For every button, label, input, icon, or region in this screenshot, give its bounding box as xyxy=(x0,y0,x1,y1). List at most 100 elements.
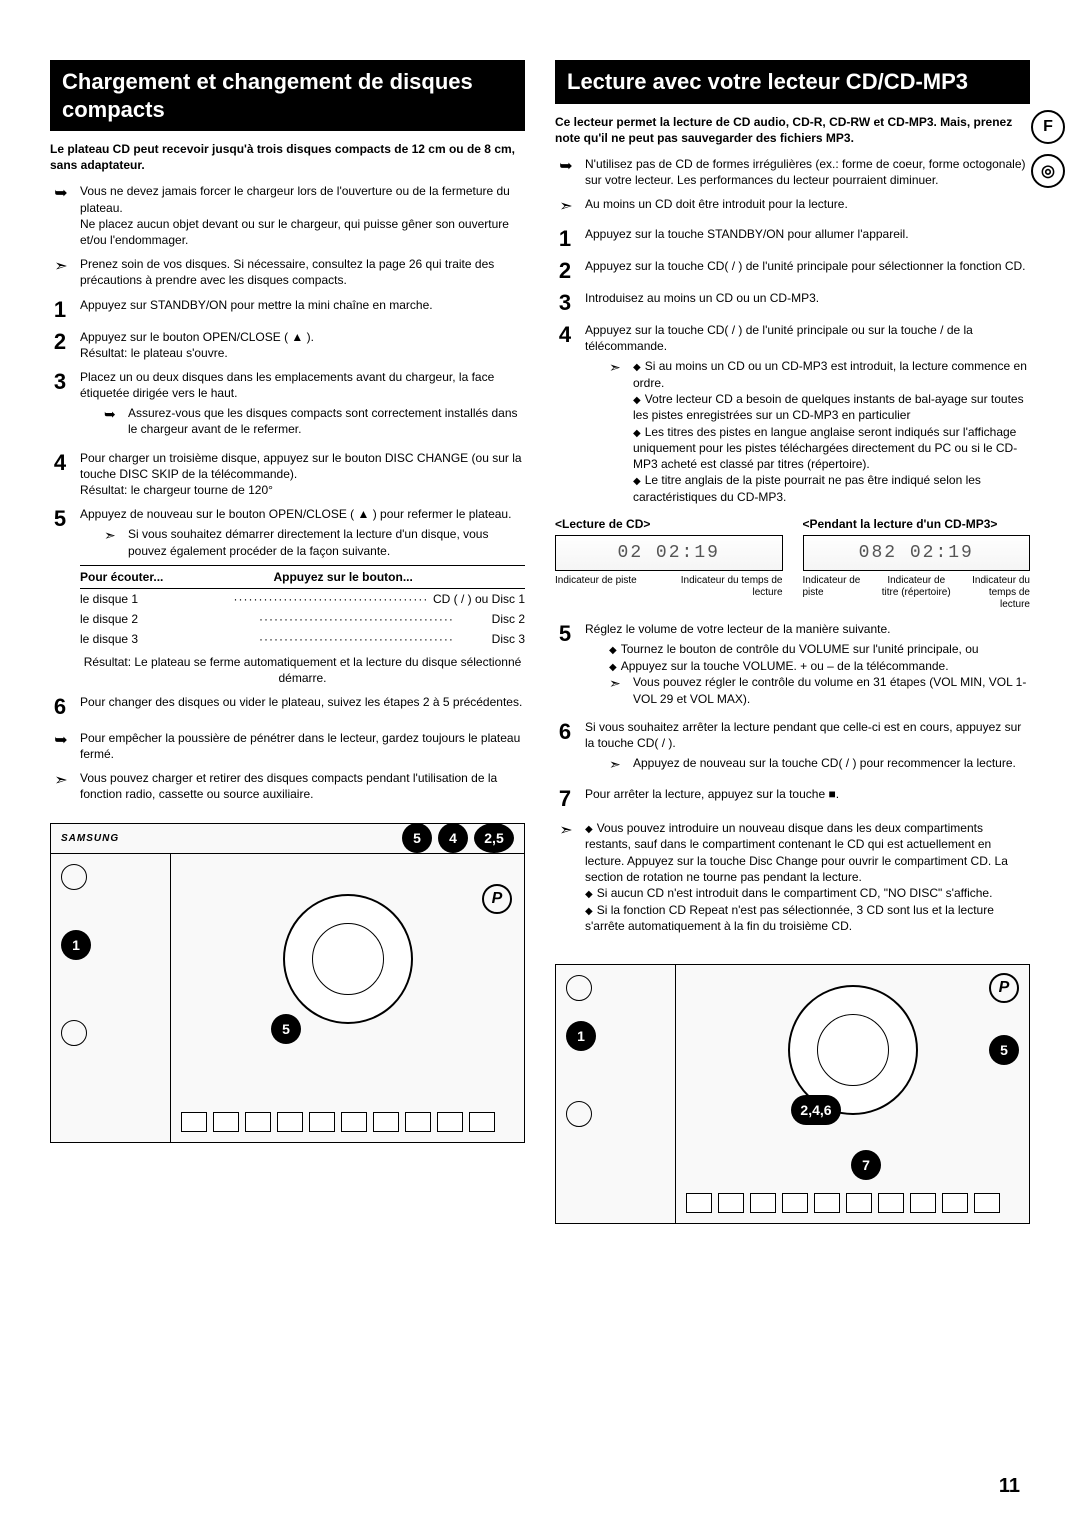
step: 3 Placez un ou deux disques dans les emp… xyxy=(50,369,525,442)
sub-note: ➣ Appuyez de nouveau sur la touche CD( /… xyxy=(609,755,1030,774)
step-body: Appuyez sur le bouton OPEN/CLOSE ( ▲ ). … xyxy=(80,329,525,361)
arrow-icon: ➣ xyxy=(104,526,122,545)
sub-note: ➣ Si vous souhaitez démarrer directement… xyxy=(104,526,525,558)
right-column: Lecture avec votre lecteur CD/CD-MP3 Ce … xyxy=(555,60,1030,1224)
diamond-item: Votre lecteur CD a besoin de quelques in… xyxy=(633,391,1030,424)
sub-text: Appuyez de nouveau sur la touche CD( / )… xyxy=(633,755,1016,771)
lcd-label: Indicateur de piste xyxy=(555,575,666,599)
td: le disque 2 xyxy=(80,611,259,627)
side-icon: ◎ xyxy=(1031,154,1065,188)
step-body: Appuyez de nouveau sur le bouton OPEN/CL… xyxy=(80,506,525,686)
pointer-icon: ➥ xyxy=(50,730,72,752)
lcd-label: Indicateur de titre (répertoire) xyxy=(880,575,952,611)
left-heading: Chargement et changement de disques comp… xyxy=(50,60,525,131)
brand-label: SAMSUNG xyxy=(61,833,119,844)
step-body: Si vous souhaitez arrêter la lecture pen… xyxy=(585,719,1030,778)
note-text: N'utilisez pas de CD de formes irréguliè… xyxy=(585,156,1030,188)
pointer-icon: ➥ xyxy=(104,405,122,424)
p-badge: P xyxy=(989,973,1019,1003)
td: CD ( / ) ou Disc 1 xyxy=(433,591,525,607)
td: Disc 3 xyxy=(492,631,525,647)
table-row: le disque 2 ····························… xyxy=(80,609,525,629)
diamond-item: Si aucun CD n'est introduit dans le comp… xyxy=(585,885,1030,902)
callout-bubble: 1 xyxy=(61,930,91,960)
diamond-item: Tournez le bouton de contrôle du VOLUME … xyxy=(609,641,1030,658)
diamond-item: Le titre anglais de la piste pourrait ne… xyxy=(633,472,1030,505)
sub-text: Assurez-vous que les disques compacts so… xyxy=(128,405,525,437)
step-body: Pour arrêter la lecture, appuyez sur la … xyxy=(585,786,1030,802)
step-body: Placez un ou deux disques dans les empla… xyxy=(80,369,525,442)
note: ➣ Prenez soin de vos disques. Si nécessa… xyxy=(50,256,525,288)
listen-table: Pour écouter... Appuyez sur le bouton...… xyxy=(80,565,525,686)
step-number: 6 xyxy=(555,719,575,743)
step-body: Appuyez sur la touche STANDBY/ON pour al… xyxy=(585,226,1030,242)
page-columns: Chargement et changement de disques comp… xyxy=(50,60,1030,1224)
note: ➣ Vous pouvez introduire un nouveau disq… xyxy=(555,820,1030,934)
arrow-icon: ➣ xyxy=(555,196,577,218)
arrow-icon: ➣ xyxy=(609,674,627,693)
step: 4 Appuyez sur la touche CD( / ) de l'uni… xyxy=(555,322,1030,509)
callout-bubble: 2,4,6 xyxy=(791,1095,841,1125)
sub-note: ➥ Assurez-vous que les disques compacts … xyxy=(104,405,525,437)
lcd-label: Indicateur du temps de lecture xyxy=(672,575,783,599)
step-body: Appuyez sur STANDBY/ON pour mettre la mi… xyxy=(80,297,525,313)
lcd-display-left: 02 02:19 xyxy=(555,535,783,571)
diamond-item: Si la fonction CD Repeat n'est pas sélec… xyxy=(585,902,1030,935)
step-number: 3 xyxy=(50,369,70,393)
note: ➣ Au moins un CD doit être introduit pou… xyxy=(555,196,1030,218)
step: 6 Si vous souhaitez arrêter la lecture p… xyxy=(555,719,1030,778)
step-number: 5 xyxy=(50,506,70,530)
step-body: Pour changer des disques ou vider le pla… xyxy=(80,694,525,710)
note: ➥ Pour empêcher la poussière de pénétrer… xyxy=(50,730,525,762)
callout-bubble: 4 xyxy=(438,823,468,853)
callout-bubble: 5 xyxy=(402,823,432,853)
step-body: Pour charger un troisième disque, appuye… xyxy=(80,450,525,499)
sub-text: Vous pouvez régler le contrôle du volume… xyxy=(633,674,1030,706)
note: ➣ Vous pouvez charger et retirer des dis… xyxy=(50,770,525,802)
step: 2 Appuyez sur la touche CD( / ) de l'uni… xyxy=(555,258,1030,282)
arrow-icon: ➣ xyxy=(50,256,72,278)
left-column: Chargement et changement de disques comp… xyxy=(50,60,525,1224)
diamond-item: Les titres des pistes en langue anglaise… xyxy=(633,424,1030,473)
table-row: le disque 3 ····························… xyxy=(80,629,525,649)
device-figure-left: SAMSUNG 5 4 2,5 1 P 5 xyxy=(50,823,525,1143)
lcd-label: Indicateur du temps de lecture xyxy=(958,575,1030,611)
step-number: 7 xyxy=(555,786,575,810)
th: Appuyez sur le bouton... xyxy=(273,569,525,585)
step: 6 Pour changer des disques ou vider le p… xyxy=(50,694,525,718)
note-text: Vous pouvez charger et retirer des disqu… xyxy=(80,770,525,802)
step-number: 1 xyxy=(555,226,575,250)
step-text: Si vous souhaitez arrêter la lecture pen… xyxy=(585,720,1021,750)
table-row: le disque 1 ····························… xyxy=(80,589,525,609)
arrow-icon: ➣ xyxy=(609,755,627,774)
arrow-icon: ➣ xyxy=(50,770,72,792)
lcd-block: <Lecture de CD> 02 02:19 Indicateur de p… xyxy=(555,517,1030,611)
step-number: 4 xyxy=(555,322,575,346)
right-intro: Ce lecteur permet la lecture de CD audio… xyxy=(555,114,1030,146)
step-number: 3 xyxy=(555,290,575,314)
sub-text: Si vous souhaitez démarrer directement l… xyxy=(128,526,525,558)
callout-bubble: 2,5 xyxy=(474,823,514,853)
step-text: Appuyez sur la touche CD( / ) de l'unité… xyxy=(585,323,973,353)
pointer-icon: ➥ xyxy=(50,183,72,205)
arrow-icon: ➣ xyxy=(609,358,627,377)
note-text: Vous ne devez jamais forcer le chargeur … xyxy=(80,183,525,248)
td: le disque 3 xyxy=(80,631,259,647)
pointer-icon: ➥ xyxy=(555,156,577,178)
step-body: Appuyez sur la touche CD( / ) de l'unité… xyxy=(585,258,1030,274)
callout-bubble: 5 xyxy=(271,1014,301,1044)
step-number: 2 xyxy=(50,329,70,353)
note: ➥ Vous ne devez jamais forcer le chargeu… xyxy=(50,183,525,248)
step-text: Placez un ou deux disques dans les empla… xyxy=(80,370,494,400)
callout-bubble: 7 xyxy=(851,1150,881,1180)
note: ➥ N'utilisez pas de CD de formes irrégul… xyxy=(555,156,1030,188)
page-number: 11 xyxy=(999,1475,1020,1498)
lcd-label: Indicateur de piste xyxy=(803,575,875,611)
diamond-item: Si au moins un CD ou un CD-MP3 est intro… xyxy=(633,358,1030,391)
device-figure-right: 1 P 5 2,4,6 7 xyxy=(555,964,1030,1224)
right-heading: Lecture avec votre lecteur CD/CD-MP3 xyxy=(555,60,1030,104)
diamond-item: Vous pouvez introduire un nouveau disque… xyxy=(585,820,1030,885)
td: le disque 1 xyxy=(80,591,233,607)
callout-bubble: 1 xyxy=(566,1021,596,1051)
left-intro: Le plateau CD peut recevoir jusqu'à troi… xyxy=(50,141,525,173)
